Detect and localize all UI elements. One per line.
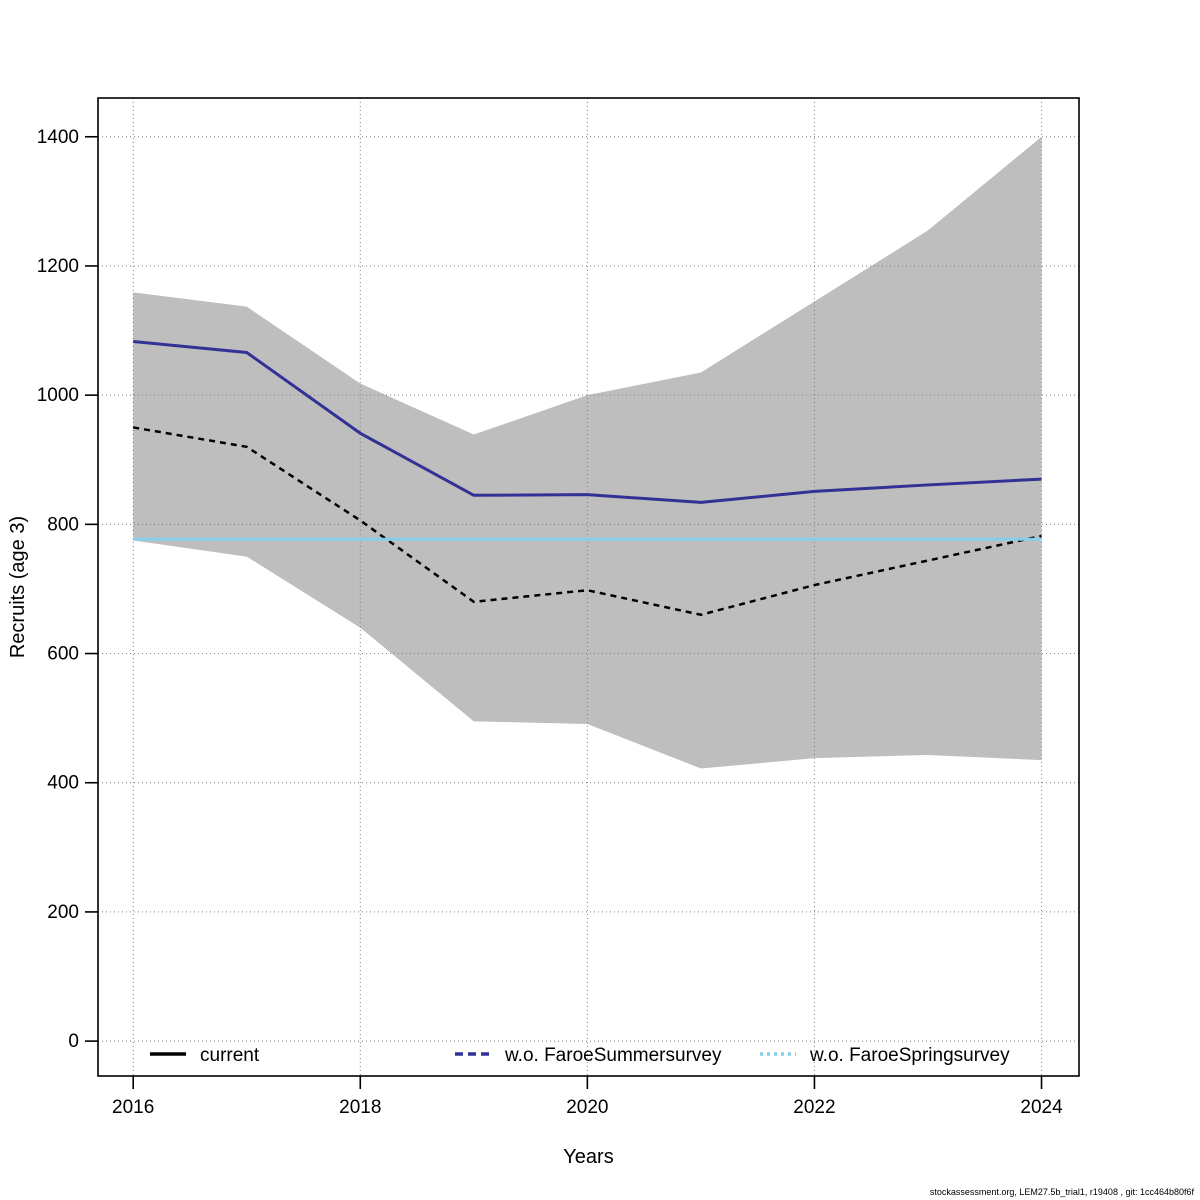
- confidence-band: [133, 136, 1042, 769]
- series-lines-layer: [132, 340, 1042, 617]
- series-line-current: [132, 426, 1042, 617]
- footer-attribution: stockassessment.org, LEM27.5b_trial1, r1…: [929, 1187, 1194, 1197]
- x-tick-label-2024: 2024: [1020, 1097, 1063, 1118]
- legend-item-w-o-faroesummersurvey: w.o. FaroeSummersurvey: [455, 1045, 722, 1066]
- x-tick-label-2022: 2022: [793, 1097, 835, 1118]
- x-tick-label-2018: 2018: [339, 1097, 381, 1118]
- chart-legend: current w.o. FaroeSummersurvey w.o. FaroeS…: [150, 1045, 1010, 1066]
- x-tick-label-2016: 2016: [112, 1097, 154, 1118]
- axis-ticks-layer: 0 200 400 600 800 1000 1200 1400 2016 2018 2020 202…: [37, 127, 1063, 1118]
- confidence-band-layer: [133, 136, 1042, 769]
- y-tick-label-1000: 1000: [37, 385, 79, 406]
- y-tick-label-800: 800: [47, 514, 79, 535]
- y-tick-label-1400: 1400: [37, 127, 79, 148]
- y-tick-label-200: 200: [47, 902, 79, 923]
- y-tick-label-0: 0: [68, 1031, 79, 1052]
- plot-border: [97, 97, 1080, 1077]
- y-tick-label-400: 400: [47, 773, 79, 794]
- legend-item-w-o-faroespringsurvey: w.o. FaroeSpringsurvey: [760, 1045, 1010, 1066]
- legend-label-w-o-faroespringsurvey: w.o. FaroeSpringsurvey: [809, 1045, 1010, 1066]
- series-line-w-o-faroesummersurvey: [133, 340, 1042, 504]
- legend-label-w-o-faroesummersurvey: w.o. FaroeSummersurvey: [504, 1045, 722, 1066]
- y-tick-label-600: 600: [47, 644, 79, 665]
- gridlines-layer: [98, 98, 1079, 1076]
- y-axis-title: Recruits (age 3): [7, 516, 29, 658]
- legend-item-current: current: [150, 1045, 260, 1066]
- y-tick-label-1200: 1200: [37, 256, 79, 277]
- legend-label-current: current: [200, 1045, 260, 1066]
- x-axis-title: Years: [563, 1146, 613, 1168]
- x-tick-label-2020: 2020: [566, 1097, 608, 1118]
